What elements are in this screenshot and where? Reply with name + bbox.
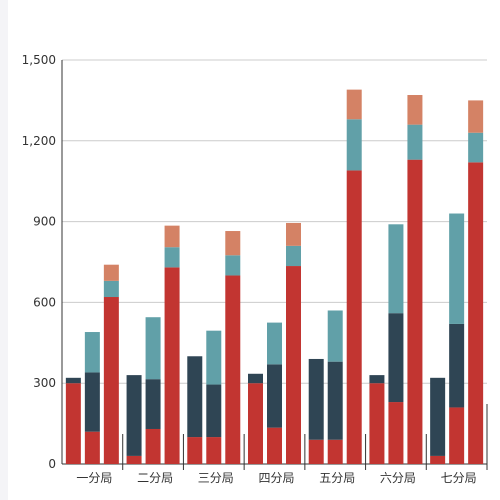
bar-segment [103, 280, 119, 298]
bar-segment [286, 245, 301, 267]
bar-segment [369, 383, 385, 464]
bar-segment [267, 364, 282, 428]
y-tick-label: 0 [48, 457, 56, 471]
bar-segment [388, 313, 404, 403]
bar-segment [103, 297, 119, 464]
bar-segment [308, 439, 324, 464]
bar-segment [164, 225, 180, 248]
bar-segment [286, 222, 301, 246]
bar-segment [145, 379, 161, 429]
bar-segment [248, 383, 263, 464]
bar-segment [407, 159, 423, 465]
bar-segment [145, 428, 161, 464]
bar-segment [308, 358, 324, 440]
bar-segment [327, 310, 343, 362]
bar-segment [286, 266, 301, 464]
bar-segment [346, 170, 362, 464]
bar-segment [65, 377, 81, 384]
bar-segment [145, 317, 161, 380]
y-tick-label: 1,500 [22, 53, 56, 67]
x-tick-label: 三分局 [198, 471, 234, 485]
x-tick-label: 一分局 [76, 471, 112, 485]
bar-segment [248, 373, 263, 384]
bar-segment [206, 437, 222, 464]
bar-segment [346, 89, 362, 120]
bar-segment [449, 407, 465, 464]
bar-segment [164, 247, 180, 268]
x-tick-label: 四分局 [258, 471, 294, 485]
bar-segment [84, 372, 100, 432]
left-edge-strip [0, 0, 8, 500]
bar-segment [65, 383, 81, 464]
bar-segment [103, 264, 119, 281]
bar-segment [84, 431, 100, 464]
x-tick-label: 七分局 [441, 471, 477, 485]
bar-segment [225, 255, 241, 276]
bar-segment [126, 375, 142, 456]
bar-segment [327, 439, 343, 464]
bar-segment [407, 95, 423, 125]
x-tick-label: 五分局 [319, 471, 355, 485]
bar-segment [206, 384, 222, 438]
x-tick-label: 六分局 [380, 471, 416, 485]
x-tick-label: 二分局 [137, 471, 173, 485]
bar-segment [430, 455, 446, 464]
bar-segment [407, 124, 423, 160]
bar-segment [225, 275, 241, 464]
bar-segment [468, 162, 484, 464]
y-tick-label: 600 [33, 295, 56, 309]
y-tick-label: 900 [33, 215, 56, 229]
bar-segment [468, 100, 484, 133]
bar-segment [346, 119, 362, 171]
bar-segment [388, 224, 404, 314]
bar-segment [267, 427, 282, 464]
bar-segment [468, 132, 484, 163]
y-tick-label: 300 [33, 376, 56, 390]
bar-segment [369, 375, 385, 384]
y-tick-label: 1,200 [22, 134, 56, 148]
bar-segment [126, 455, 142, 464]
bar-segment [449, 323, 465, 408]
bar-segment [388, 402, 404, 464]
bar-segment [267, 322, 282, 365]
bar-segment [164, 267, 180, 464]
bar-segment [430, 377, 446, 456]
bar-segment [187, 356, 203, 438]
bar-segment [84, 332, 100, 373]
bar-segment [449, 213, 465, 324]
bar-segment [327, 361, 343, 440]
bar-segment [206, 330, 222, 385]
bar-segment [225, 231, 241, 256]
bar-segment [187, 437, 203, 464]
